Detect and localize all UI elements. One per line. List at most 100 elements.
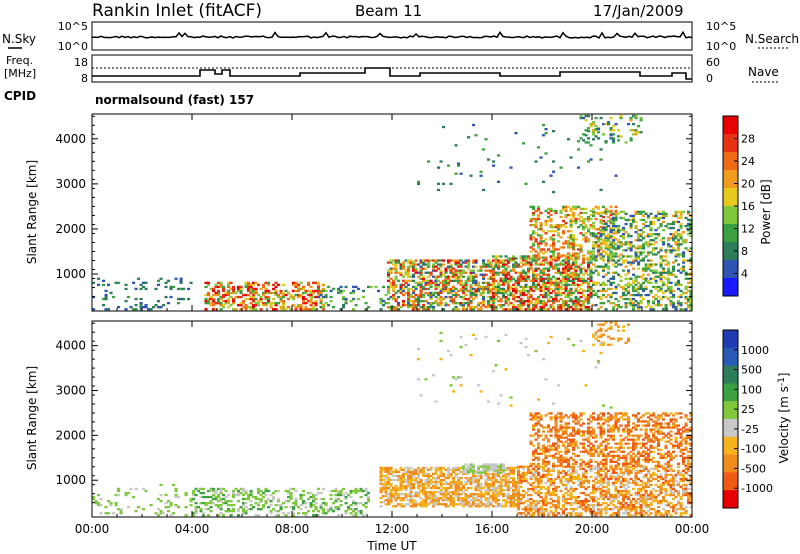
heatmap-cell [589, 226, 593, 229]
heatmap-cell [452, 273, 456, 276]
heatmap-cell [397, 271, 401, 274]
heatmap-cell [429, 283, 433, 286]
heatmap-cell [524, 514, 528, 517]
heatmap-cell [169, 502, 173, 505]
heatmap-cell [597, 473, 601, 476]
heatmap-cell [484, 480, 488, 484]
heatmap-cell [224, 291, 228, 295]
heatmap-cell [482, 300, 486, 303]
heatmap-cell [619, 481, 623, 485]
heatmap-cell [494, 306, 498, 309]
heatmap-cell [417, 300, 421, 303]
heatmap-cell [472, 497, 476, 500]
heatmap-cell [624, 277, 628, 280]
heatmap-cell [532, 308, 536, 311]
heatmap-cell [652, 247, 656, 250]
heatmap-cell [479, 285, 483, 289]
heatmap-cell [452, 302, 456, 305]
heatmap-cell [559, 215, 563, 219]
heatmap-cell [474, 293, 478, 297]
heatmap-cell [242, 508, 246, 511]
heatmap-cell [527, 481, 531, 485]
heatmap-cell [414, 493, 418, 496]
heatmap-cell [579, 502, 583, 505]
heatmap-cell [482, 289, 486, 293]
heatmap-cell [459, 289, 463, 293]
heatmap-cell [587, 481, 591, 485]
heatmap-cell [524, 473, 528, 476]
heatmap-cell [617, 508, 621, 511]
heatmap-cell [547, 275, 551, 278]
heatmap-cell [547, 285, 551, 289]
heatmap-cell [352, 308, 356, 311]
heatmap-cell [642, 259, 646, 262]
heatmap-cell [649, 235, 653, 238]
heatmap-cell [607, 497, 611, 501]
heatmap-cell [652, 233, 656, 236]
heatmap-cell [399, 283, 403, 286]
heatmap-cell [622, 485, 626, 489]
heatmap-cell [329, 489, 333, 493]
heatmap-cell [457, 497, 461, 500]
heatmap-cell [549, 491, 553, 495]
heatmap-cell [532, 512, 536, 515]
heatmap-cell [649, 220, 653, 224]
heatmap-cell [379, 300, 383, 303]
heatmap-cell [432, 293, 436, 297]
heatmap-cell [524, 500, 528, 503]
heatmap-cell [644, 293, 648, 297]
heatmap-cell [442, 482, 446, 486]
heatmap-cell [644, 255, 648, 258]
heatmap-cell [679, 210, 683, 213]
heatmap-cell [469, 465, 473, 468]
heatmap-cell [487, 287, 491, 291]
heatmap-cell [269, 512, 273, 515]
heatmap-cell [412, 265, 416, 268]
heatmap-cell [524, 271, 528, 274]
heatmap-cell [519, 514, 523, 517]
heatmap-cell [499, 467, 503, 470]
heatmap-cell [187, 287, 191, 291]
heatmap-cell [619, 275, 623, 278]
heatmap-cell [584, 487, 588, 491]
heatmap-cell [647, 281, 651, 284]
heatmap-cell [589, 279, 593, 282]
heatmap-cell [389, 493, 393, 496]
heatmap-cell [212, 300, 216, 303]
heatmap-cell [594, 487, 598, 491]
heatmap-cell [484, 505, 488, 508]
heatmap-cell [229, 291, 233, 295]
heatmap-cell [549, 473, 553, 476]
heatmap-cell [249, 493, 253, 497]
heatmap-cell [464, 308, 468, 311]
heatmap-cell [342, 493, 346, 497]
heatmap-cell [222, 493, 226, 497]
heatmap-cell [609, 241, 613, 244]
heatmap-cell [584, 141, 588, 144]
heatmap-cell [434, 499, 438, 502]
heatmap-cell [612, 133, 616, 136]
heatmap-cell [379, 302, 383, 305]
heatmap-cell [379, 468, 383, 472]
heatmap-cell [459, 279, 463, 282]
heatmap-cell [659, 265, 663, 268]
heatmap-cell [512, 265, 516, 268]
heatmap-cell [267, 281, 271, 284]
heatmap-cell [539, 293, 543, 297]
heatmap-cell [344, 502, 348, 505]
heatmap-cell [399, 474, 403, 478]
heatmap-cell [442, 478, 446, 482]
heatmap-cell [487, 259, 491, 262]
heatmap-cell [567, 295, 571, 299]
heatmap-cell [257, 491, 261, 495]
heatmap-cell [617, 283, 621, 286]
colorbar-tick-label: 28 [741, 133, 755, 146]
heatmap-cell [522, 493, 526, 497]
heatmap-cell [519, 257, 523, 260]
heatmap-cell [397, 493, 401, 496]
heatmap-cell [449, 279, 453, 282]
heatmap-cell [562, 510, 566, 513]
heatmap-cell [442, 486, 446, 490]
heatmap-cell [467, 497, 471, 500]
heatmap-cell [502, 287, 506, 291]
